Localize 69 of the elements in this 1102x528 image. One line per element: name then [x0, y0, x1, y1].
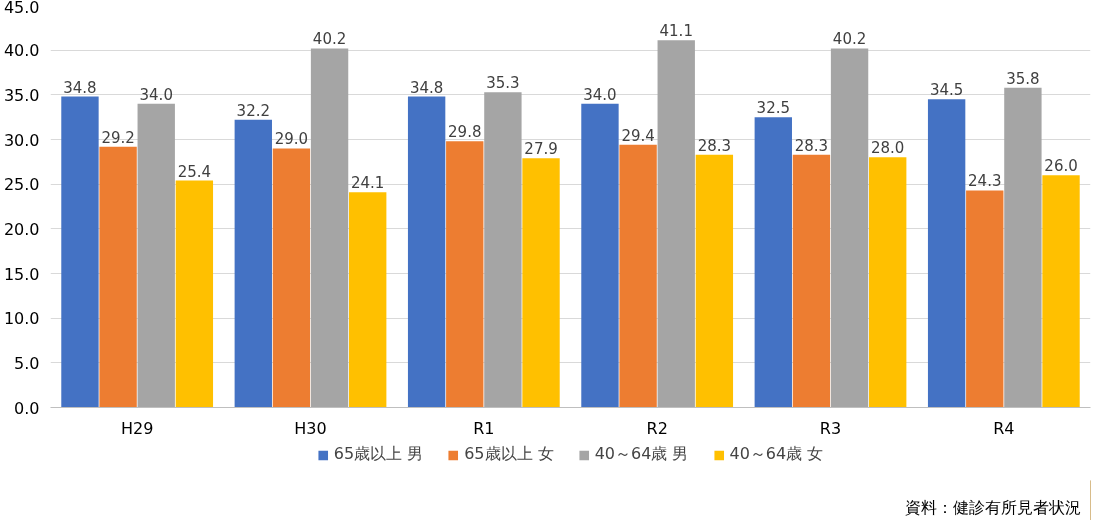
text: 40.2 [832, 30, 867, 49]
bar [272, 148, 311, 408]
y-tick-label: 20.0 [3, 219, 40, 239]
legend-label: 40～64歳 男 [594, 444, 689, 465]
y-tick-label: 35.0 [3, 85, 40, 105]
x-tick-label: R4 [993, 418, 1015, 438]
text: 27.9 [524, 140, 558, 159]
bar [1042, 175, 1080, 408]
text: 24.3 [968, 172, 1002, 191]
text: 32.5 [756, 99, 791, 118]
bar [137, 103, 175, 408]
y-tick-label: 25.0 [3, 175, 40, 195]
y-tick-label: 10.0 [3, 309, 40, 329]
y-tick-label: 40.0 [3, 41, 40, 61]
text: 35.3 [486, 74, 520, 93]
y-tick-label: 15.0 [3, 264, 40, 284]
bar [407, 96, 446, 408]
bar [966, 190, 1004, 408]
text: 29.4 [621, 126, 655, 145]
text: 34.5 [929, 81, 964, 100]
text: 28.0 [871, 139, 905, 158]
bar [446, 141, 484, 408]
bar [792, 154, 831, 408]
text: 25.4 [177, 162, 212, 181]
bar [619, 144, 657, 408]
text: 28.3 [794, 136, 829, 155]
bar [175, 180, 214, 408]
text: 29.2 [101, 128, 135, 147]
bar [99, 146, 137, 408]
x-tick-label: H29 [120, 418, 154, 438]
text: 34.0 [583, 85, 617, 104]
text: 28.3 [697, 136, 732, 155]
bar [61, 96, 99, 408]
legend-label: 65歳以上 女 [464, 444, 554, 465]
y-tick-label: 45.0 [3, 0, 40, 17]
text: 29.8 [448, 123, 482, 142]
text: 32.2 [236, 101, 271, 120]
text: 41.1 [659, 22, 693, 41]
legend-label: 65歳以上 男 [333, 444, 424, 465]
bar [581, 103, 619, 408]
legend-label: 40～64歳 女 [729, 444, 824, 465]
y-tick-label: 0.0 [14, 398, 40, 418]
bar [869, 157, 907, 408]
x-tick-label: R3 [819, 418, 842, 438]
text: 29.0 [274, 130, 309, 149]
bar [927, 99, 966, 408]
bar [1004, 87, 1042, 408]
text: 資料：健診有所見者状況 [904, 497, 1081, 517]
bar [310, 48, 349, 408]
text: 26.0 [1044, 157, 1078, 176]
x-tick-label: H30 [294, 418, 327, 438]
text: 24.1 [351, 174, 385, 193]
text: 35.8 [1006, 69, 1040, 88]
bar [522, 158, 560, 408]
y-tick-label: 30.0 [3, 130, 40, 150]
bar [234, 119, 272, 408]
bar [349, 192, 387, 408]
text: 34.8 [63, 78, 97, 97]
bar [657, 40, 695, 408]
text: 34.8 [409, 78, 444, 97]
text: 34.0 [139, 85, 173, 104]
bar [754, 117, 792, 408]
x-tick-label: R2 [646, 418, 668, 438]
text: 40.2 [312, 30, 347, 49]
bar [830, 48, 869, 408]
bar [484, 92, 522, 408]
y-tick-label: 5.0 [14, 353, 40, 373]
x-tick-label: R1 [473, 418, 495, 438]
bar [695, 154, 734, 408]
